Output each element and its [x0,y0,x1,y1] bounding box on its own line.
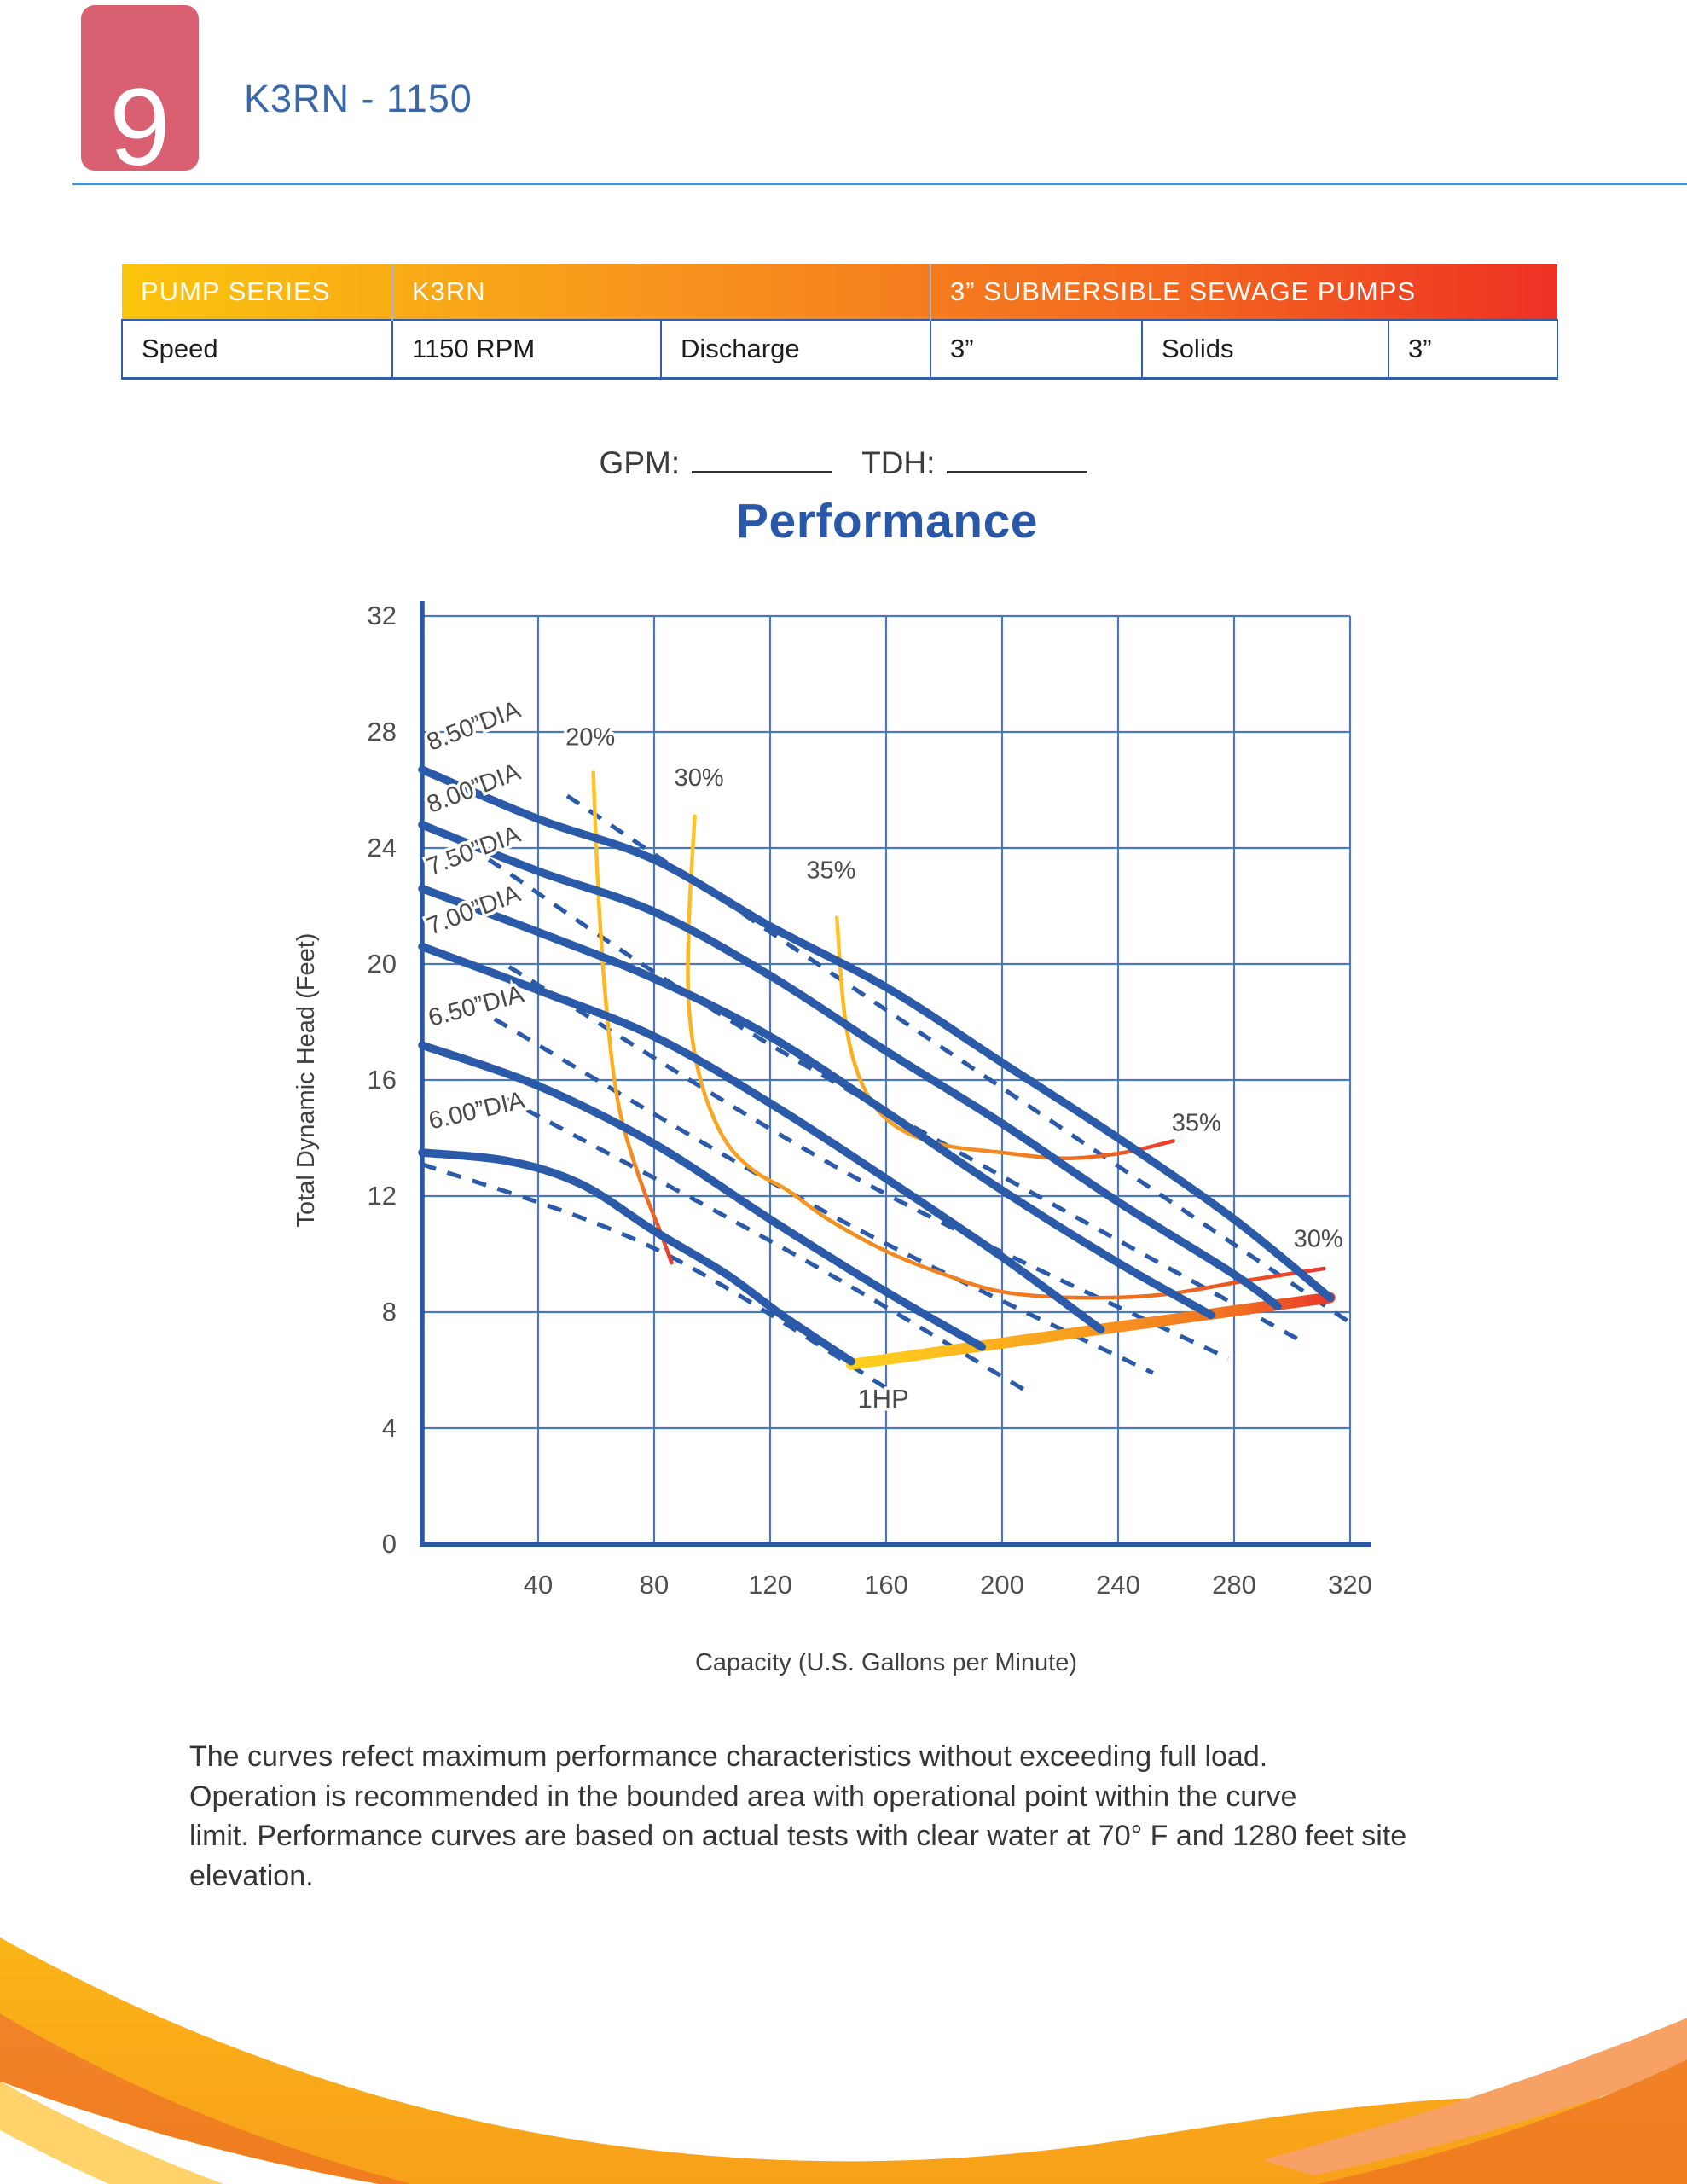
pump-curve-label: 7.00”DIA [423,880,525,940]
pump-curve [418,884,1215,1320]
spec-cell-discharge-label: Discharge [659,319,932,380]
pump-curve [418,942,1105,1334]
y-tick-label: 24 [368,833,397,863]
pump-curve-label: 8.50”DIA [423,696,525,757]
tdh-label: TDH: [861,445,936,480]
dashed-limit-line [502,1095,1027,1392]
dashed-limit-line [507,965,1230,1361]
spec-cell-speed-label: Speed [121,319,393,380]
y-tick-label: 12 [368,1181,397,1211]
chart-layer: 20%30%30%35%35%1HP8.50”DIA8.00”DIA7.50”D… [290,598,1376,1680]
swoosh-pale-band [0,2081,224,2184]
pump-curve [418,821,1282,1310]
page-title: K3RN - 1150 [244,77,472,120]
x-tick-label: 240 [1096,1570,1140,1600]
spec-header-product-type: 3” SUBMERSIBLE SEWAGE PUMPS [930,264,1558,320]
efficiency-label: 30% [1294,1226,1343,1253]
footnote-line: Operation is recommended in the bounded … [189,1780,1297,1813]
pump-curve [418,1041,986,1351]
efficiency-curve [686,814,1326,1300]
gpm-blank-field [692,440,833,473]
y-tick-label: 0 [382,1529,397,1559]
efficiency-label: 35% [806,857,855,885]
dashed-limit-line [421,1162,896,1396]
pump-curve [418,1148,855,1366]
pump-curve-label: 6.00”DIA [426,1087,528,1136]
efficiency-label: 20% [565,723,615,751]
x-tick-label: 160 [864,1570,908,1600]
footnote: The curves refect maximum performance ch… [189,1737,1554,1896]
swoosh-orange-band [0,2013,1687,2184]
x-tick-label: 280 [1212,1570,1256,1600]
page-number: 9 [109,67,171,189]
spec-cell-discharge-value: 3” [930,319,1144,380]
footnote-line: limit. Performance curves are based on a… [189,1820,1407,1853]
y-tick-label: 28 [368,717,397,746]
dashed-limit-line [493,1017,1154,1375]
spec-header-pump-series: PUMP SERIES [141,276,331,306]
worksheet-line: GPM: TDH: [0,440,1687,481]
spec-cell-speed-value: 1150 RPM [391,319,662,380]
gpm-label: GPM: [599,445,681,480]
swoosh-amber-band [0,1937,1620,2184]
power-label: 1HP [857,1384,908,1414]
pump-curve-label: 6.50”DIA [426,980,527,1032]
page-number-badge: 9 [81,5,199,183]
x-tick-label: 120 [748,1570,792,1600]
spec-table-header-row: PUMP SERIES K3RN 3” SUBMERSIBLE SEWAGE P… [122,264,1558,320]
y-tick-label: 4 [382,1413,397,1443]
efficiency-label: 30% [675,764,724,792]
y-axis-title: Total Dynamic Head (Feet) [293,933,320,1228]
spec-header-series-value: K3RN [391,264,931,320]
x-tick-label: 80 [640,1570,669,1600]
footnote-line: elevation. [189,1859,314,1892]
y-tick-label: 32 [368,601,397,630]
x-tick-label: 40 [524,1570,553,1600]
spec-table-data-row: Speed 1150 RPM Discharge 3” Solids 3” [121,319,1559,380]
tdh-blank-field [947,440,1088,473]
y-tick-label: 20 [368,949,397,979]
spec-cell-solids-label: Solids [1141,319,1390,380]
efficiency-label: 35% [1172,1110,1221,1137]
spec-cell-solids-value: 3” [1388,319,1559,380]
x-tick-label: 200 [980,1570,1024,1600]
footer-swoosh [0,1937,1687,2184]
spec-table: PUMP SERIES K3RN 3” SUBMERSIBLE SEWAGE P… [121,264,1559,380]
footnote-line: The curves refect maximum performance ch… [189,1740,1268,1773]
chart-title: Performance [736,494,1038,549]
swoosh-salmon-band [1262,2018,1687,2175]
y-tick-label: 16 [368,1065,397,1095]
y-tick-label: 8 [382,1297,397,1327]
x-tick-label: 320 [1328,1570,1372,1600]
x-axis-title: Capacity (U.S. Gallons per Minute) [695,1649,1077,1676]
header-divider [72,183,1687,185]
dashed-limit-line [487,857,1308,1346]
pump-curve [418,765,1334,1302]
dashed-limit-line [565,793,1358,1329]
